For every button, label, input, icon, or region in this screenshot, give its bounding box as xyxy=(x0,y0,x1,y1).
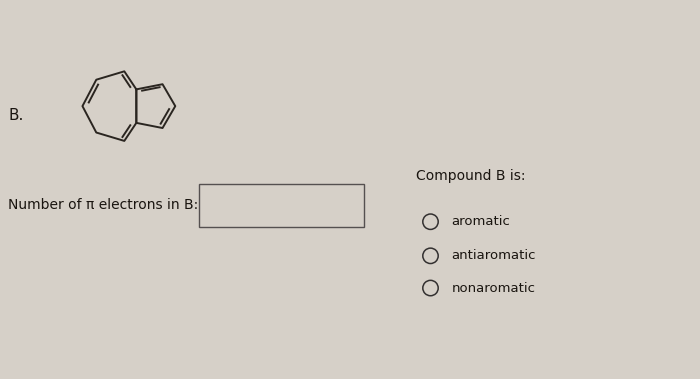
Text: antiaromatic: antiaromatic xyxy=(452,249,536,262)
FancyBboxPatch shape xyxy=(199,184,364,227)
Text: Compound B is:: Compound B is: xyxy=(416,169,526,183)
Text: nonaromatic: nonaromatic xyxy=(452,282,536,294)
Text: Number of π electrons in B:: Number of π electrons in B: xyxy=(8,198,199,211)
Text: aromatic: aromatic xyxy=(452,215,510,228)
Text: B.: B. xyxy=(8,108,24,123)
